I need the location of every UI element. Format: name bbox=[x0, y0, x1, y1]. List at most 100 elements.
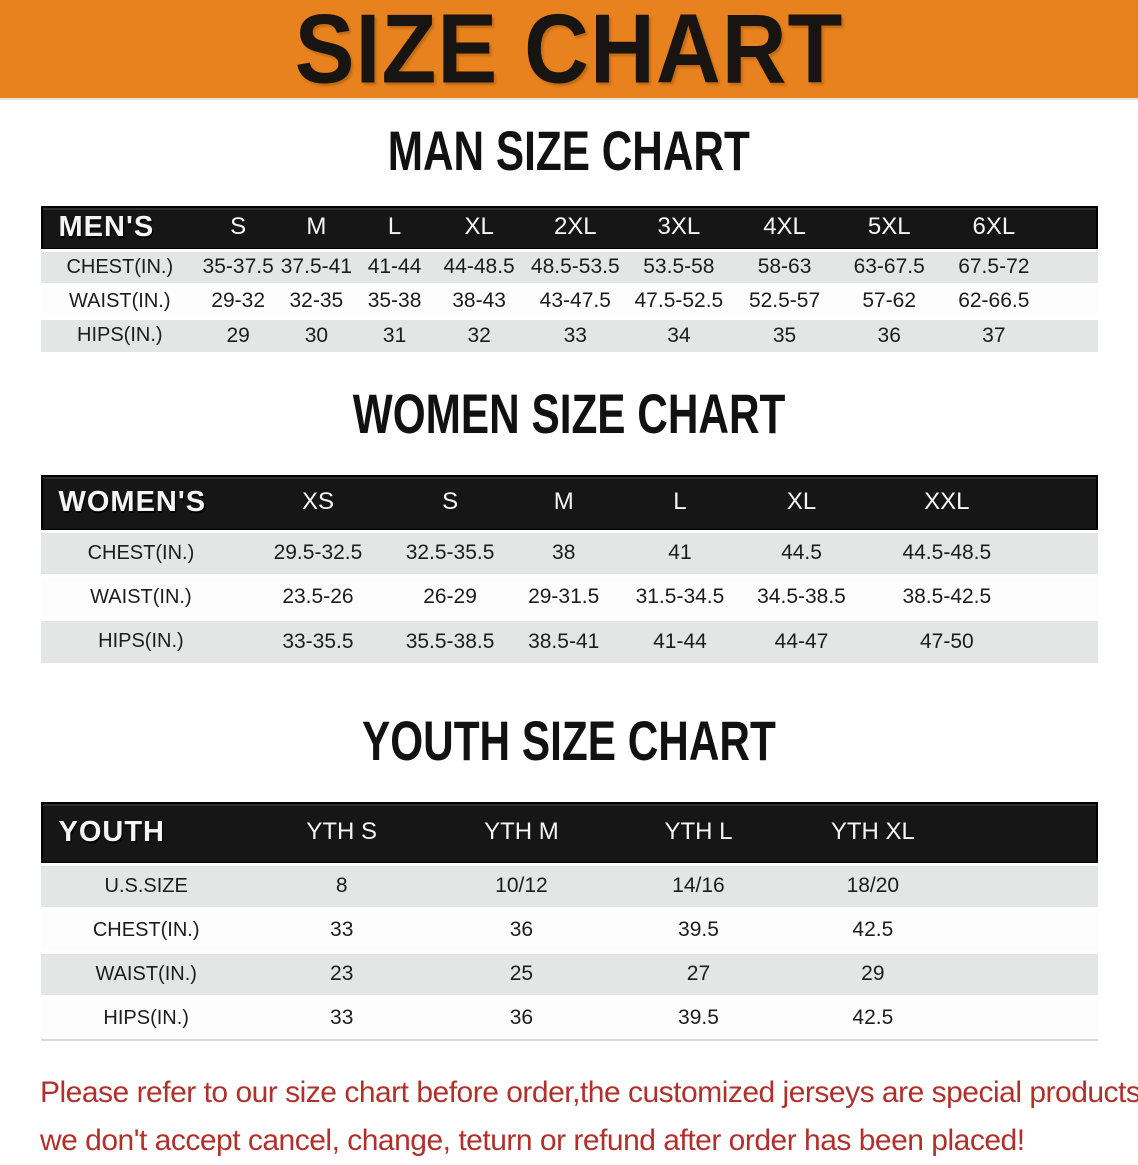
row-label: WAIST(IN.) bbox=[40, 575, 242, 619]
row-label: CHEST(IN.) bbox=[40, 250, 200, 284]
row-label: U.S.SIZE bbox=[40, 864, 252, 908]
size-column-header: 3XL bbox=[657, 213, 701, 241]
measurement-row: WAIST(IN.) 29-32 32-35 35-38 38-43 43-47.5 47.… bbox=[40, 284, 1098, 318]
size-column-header: XL bbox=[786, 488, 817, 516]
filler-cell bbox=[1028, 531, 1098, 575]
page-title: SIZE CHART bbox=[294, 0, 844, 104]
measurement-value: 42.5 bbox=[785, 996, 961, 1040]
measurement-value: 44-47 bbox=[738, 619, 865, 663]
measurement-value: 41 bbox=[621, 531, 739, 575]
measurement-value: 29 bbox=[199, 318, 278, 352]
filler-cell bbox=[960, 952, 1098, 996]
measurement-value: 29-31.5 bbox=[505, 575, 622, 619]
measurement-value: 29-32 bbox=[199, 284, 278, 318]
measurement-value: 27 bbox=[611, 952, 786, 996]
banner: SIZE CHART bbox=[0, 0, 1138, 104]
measurement-row: U.S.SIZE 8 10/12 14/16 18/20 bbox=[40, 864, 1098, 908]
women-size-section: WOMEN SIZE CHART WOMEN'S XS S M L XL XXL CHEST… bbox=[0, 384, 1138, 663]
measurement-value: 41-44 bbox=[355, 250, 434, 284]
measurement-value: 38.5-41 bbox=[505, 619, 622, 663]
measurement-value: 33-35.5 bbox=[241, 619, 395, 663]
size-column-header: S bbox=[230, 213, 247, 241]
measurement-value: 8 bbox=[251, 864, 432, 908]
filler-cell bbox=[960, 864, 1098, 908]
filler-cell bbox=[1046, 250, 1098, 284]
row-label: WAIST(IN.) bbox=[40, 284, 200, 318]
measurement-row: HIPS(IN.) 33 36 39.5 42.5 bbox=[40, 996, 1098, 1040]
measurement-value: 44.5-48.5 bbox=[864, 531, 1029, 575]
measurement-value: 47-50 bbox=[864, 619, 1029, 663]
measurement-value: 33 bbox=[524, 318, 627, 352]
measurement-value: 30 bbox=[277, 318, 356, 352]
measurement-value: 44-48.5 bbox=[433, 250, 525, 284]
youth-size-section: YOUTH SIZE CHART YOUTH YTH S YTH M YTH L YTH… bbox=[0, 709, 1138, 1041]
measurement-value: 32.5-35.5 bbox=[394, 531, 506, 575]
measurement-value: 33 bbox=[251, 996, 432, 1040]
disclaimer-line-2: we don't accept cancel, change, teturn o… bbox=[40, 1124, 1025, 1157]
size-column-header: YTH S bbox=[306, 818, 378, 846]
youth-size-table: YOUTH YTH S YTH M YTH L YTH XL U.S.SIZE 8 10/1… bbox=[40, 802, 1098, 1041]
size-column-header: M bbox=[306, 213, 327, 241]
measurement-value: 39.5 bbox=[611, 908, 786, 952]
measurement-value: 35.5-38.5 bbox=[394, 619, 506, 663]
womens-size-table: WOMEN'S XS S M L XL XXL CHEST(IN.) 29.5-32.5 32.… bbox=[40, 475, 1098, 663]
measurement-row: HIPS(IN.) 33-35.5 35.5-38.5 38.5-41 41-44 44-… bbox=[40, 619, 1098, 663]
size-column-header: 4XL bbox=[763, 213, 806, 241]
disclaimer-note: Please refer to our size chart before or… bbox=[40, 1069, 1138, 1165]
mens-size-table: MEN'S S M L XL 2XL 3XL 4XL 5XL 6XL CHEST(IN.) 35-3… bbox=[40, 206, 1098, 352]
table-header-row: WOMEN'S XS S M L XL XXL bbox=[40, 475, 1098, 531]
size-column-header: M bbox=[553, 488, 574, 516]
measurement-value: 38.5-42.5 bbox=[864, 575, 1029, 619]
filler-cell bbox=[960, 802, 1097, 864]
measurement-value: 23 bbox=[251, 952, 432, 996]
measurement-value: 67.5-72 bbox=[940, 250, 1047, 284]
measurement-value: 58-63 bbox=[731, 250, 838, 284]
measurement-value: 44.5 bbox=[738, 531, 865, 575]
table-header-row: YOUTH YTH S YTH M YTH L YTH XL bbox=[40, 802, 1098, 864]
row-label: CHEST(IN.) bbox=[40, 908, 252, 952]
man-size-section: MAN SIZE CHART MEN'S S M L XL 2XL 3XL 4XL 5XL 6XL… bbox=[0, 119, 1138, 352]
man-section-heading: MAN SIZE CHART bbox=[387, 119, 751, 183]
size-column-header: YTH L bbox=[664, 818, 733, 846]
measurement-value: 43-47.5 bbox=[524, 284, 627, 318]
measurement-row: HIPS(IN.) 29 30 31 32 33 34 35 36 37 bbox=[40, 318, 1098, 352]
size-column-header: L bbox=[673, 488, 687, 516]
measurement-value: 48.5-53.5 bbox=[524, 250, 627, 284]
size-column-header: S bbox=[442, 488, 459, 516]
youth-section-heading: YOUTH SIZE CHART bbox=[362, 709, 776, 773]
row-label: HIPS(IN.) bbox=[40, 619, 242, 663]
disclaimer-line-1: Please refer to our size chart before or… bbox=[40, 1076, 1138, 1109]
measurement-value: 36 bbox=[431, 908, 612, 952]
measurement-row: CHEST(IN.) 35-37.5 37.5-41 41-44 44-48.5 48.5… bbox=[40, 250, 1098, 284]
size-column-header: XL bbox=[464, 213, 494, 241]
measurement-value: 47.5-52.5 bbox=[626, 284, 732, 318]
filler-cell bbox=[1046, 318, 1098, 352]
measurement-value: 14/16 bbox=[611, 864, 786, 908]
measurement-value: 41-44 bbox=[621, 619, 739, 663]
measurement-value: 53.5-58 bbox=[626, 250, 732, 284]
measurement-value: 35-37.5 bbox=[199, 250, 278, 284]
measurement-value: 62-66.5 bbox=[940, 284, 1047, 318]
measurement-row: WAIST(IN.) 23.5-26 26-29 29-31.5 31.5-34.5 34… bbox=[40, 575, 1098, 619]
measurement-value: 32 bbox=[433, 318, 525, 352]
measurement-value: 37.5-41 bbox=[277, 250, 356, 284]
size-column-header: XS bbox=[301, 488, 334, 516]
size-column-header: 2XL bbox=[553, 213, 597, 241]
filler-cell bbox=[1047, 206, 1098, 250]
measurement-value: 31 bbox=[355, 318, 434, 352]
measurement-value: 36 bbox=[431, 996, 612, 1040]
row-label: CHEST(IN.) bbox=[40, 531, 242, 575]
measurement-value: 36 bbox=[837, 318, 941, 352]
measurement-value: 38 bbox=[505, 531, 622, 575]
table-corner-label: WOMEN'S bbox=[58, 485, 207, 518]
row-label: WAIST(IN.) bbox=[40, 952, 252, 996]
table-corner-label: MEN'S bbox=[58, 210, 155, 243]
measurement-value: 31.5-34.5 bbox=[621, 575, 739, 619]
size-column-header: YTH XL bbox=[830, 818, 915, 846]
measurement-value: 35 bbox=[731, 318, 838, 352]
measurement-value: 23.5-26 bbox=[241, 575, 395, 619]
filler-cell bbox=[1028, 575, 1098, 619]
filler-cell bbox=[1029, 475, 1098, 531]
filler-cell bbox=[960, 996, 1098, 1040]
size-column-header: XXL bbox=[924, 488, 970, 516]
